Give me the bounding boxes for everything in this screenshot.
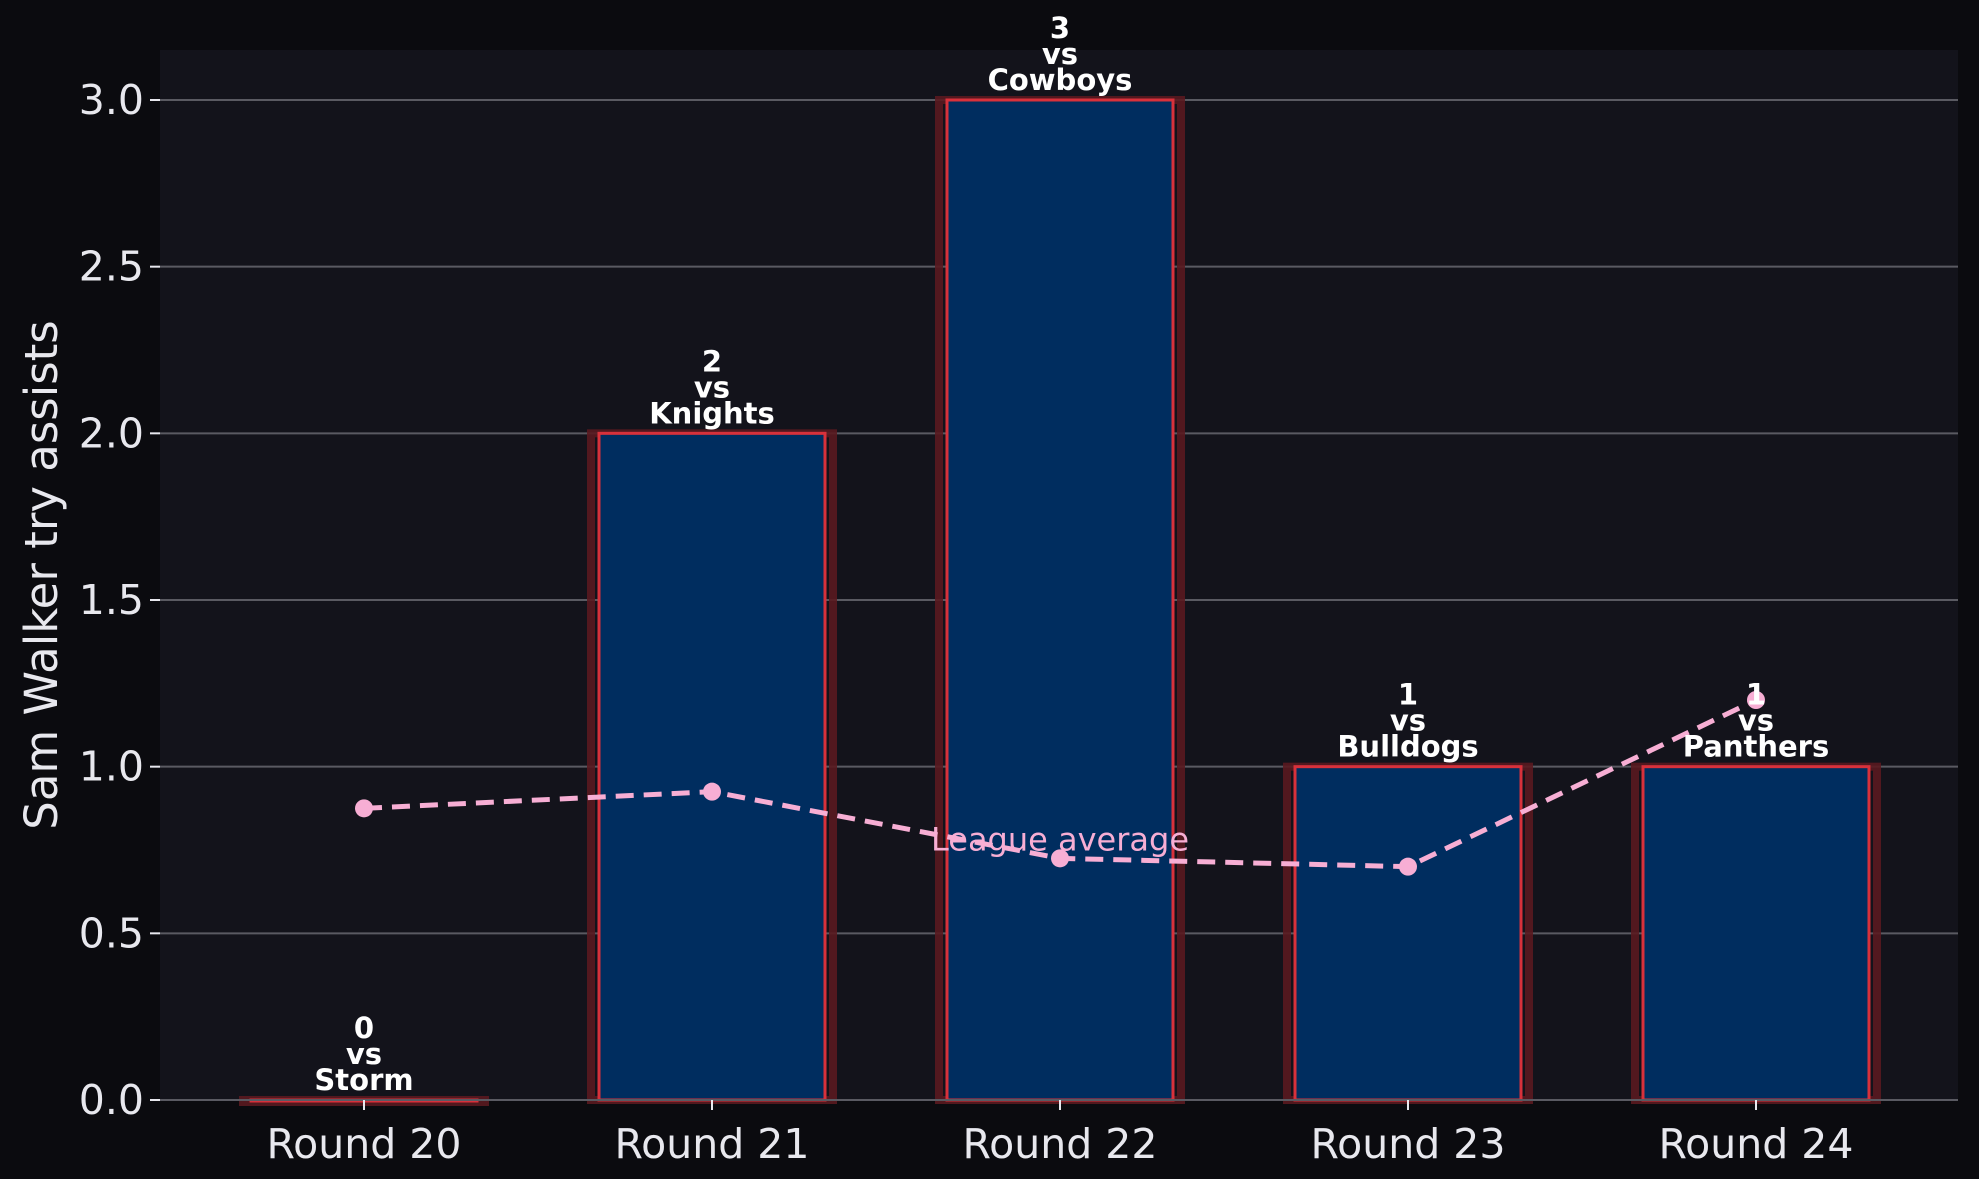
bar-value-label: 0: [354, 1011, 374, 1045]
x-tick-label: Round 22: [963, 1120, 1158, 1168]
x-tick-label: Round 23: [1311, 1120, 1506, 1168]
bar-vs-label: vs: [1390, 704, 1426, 738]
y-tick-label: 3.0: [79, 76, 144, 124]
average-point: [355, 799, 373, 818]
x-tick-label: Round 20: [267, 1120, 462, 1168]
y-tick-label: 2.0: [79, 409, 144, 457]
bar-opponent-label: Storm: [314, 1063, 413, 1097]
average-series-label: League average: [931, 820, 1189, 858]
y-axis-title: Sam Walker try assists: [15, 320, 68, 830]
y-tick-label: 0.5: [79, 909, 144, 957]
bar: [945, 98, 1175, 1102]
league-average-series: League average: [355, 691, 1765, 876]
bar-opponent-label: Bulldogs: [1337, 730, 1478, 764]
x-tick-label: Round 21: [615, 1120, 810, 1168]
x-tick-label: Round 24: [1659, 1120, 1854, 1168]
y-tick-label: 1.5: [79, 576, 144, 624]
bar: [597, 431, 827, 1102]
bar-vs-label: vs: [1738, 704, 1774, 738]
bar-opponent-label: Knights: [649, 396, 775, 430]
bar: [1293, 765, 1523, 1102]
average-point: [1051, 849, 1069, 868]
average-point: [1399, 857, 1417, 876]
bar-vs-label: vs: [1042, 37, 1078, 71]
y-tick-label: 0.0: [79, 1076, 144, 1124]
average-point: [703, 782, 721, 801]
bar-value-label: 2: [702, 344, 722, 378]
bar-value-label: 1: [1746, 678, 1766, 712]
axes: 0.0 0.5 1.0 1.5 2.0 2.5 3.0 Round 20 Round 21 Rou…: [79, 76, 1958, 1168]
bar-value-label: 1: [1398, 678, 1418, 712]
bars: [239, 96, 1881, 1106]
average-point: [1747, 691, 1765, 709]
y-tick-label: 1.0: [79, 743, 144, 791]
bar-vs-label: vs: [694, 370, 730, 404]
bar-labels: 0vsStorm2vsKnights3vsCowboys1vsBulldogs1…: [314, 11, 1829, 1097]
bar: [1641, 765, 1871, 1102]
y-tick-label: 2.5: [79, 243, 144, 291]
bar-value-label: 3: [1050, 11, 1070, 45]
bar-opponent-label: Panthers: [1683, 730, 1829, 764]
bar-opponent-label: Cowboys: [988, 63, 1133, 97]
bar-vs-label: vs: [346, 1037, 382, 1071]
